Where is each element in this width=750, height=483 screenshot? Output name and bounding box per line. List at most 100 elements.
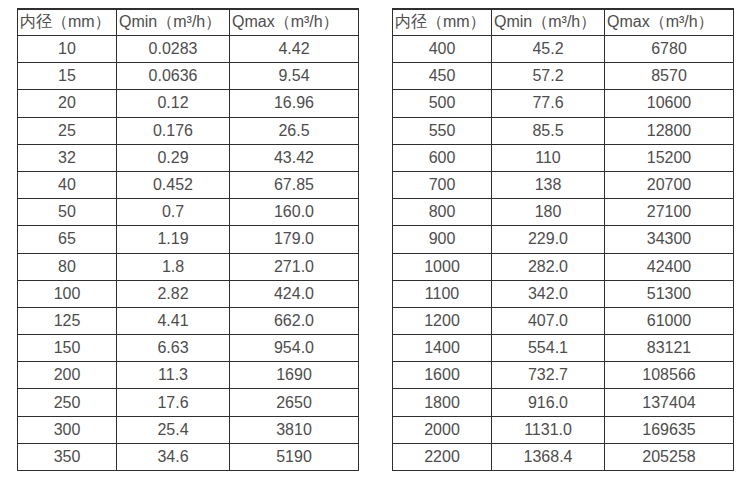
table-row: 1002.82424.0: [18, 280, 359, 307]
table-cell: 10: [18, 36, 117, 63]
table-cell: 20700: [605, 171, 734, 198]
table-row: 50077.610600: [393, 90, 734, 117]
table-cell: 2650: [230, 389, 359, 416]
table-cell: 100: [18, 280, 117, 307]
table-cell: 900: [393, 226, 492, 253]
table-cell: 1000: [393, 253, 492, 280]
table-cell: 27100: [605, 199, 734, 226]
table-cell: 42400: [605, 253, 734, 280]
table-row: 320.2943.42: [18, 144, 359, 171]
table-row: 20001131.0169635: [393, 416, 734, 443]
table-row: 1100342.051300: [393, 280, 734, 307]
table-cell: 32: [18, 144, 117, 171]
table-cell: 20: [18, 90, 117, 117]
table-row: 40045.26780: [393, 36, 734, 63]
table-cell: 916.0: [492, 389, 605, 416]
table-cell: 34.6: [117, 443, 230, 470]
table-cell: 57.2: [492, 63, 605, 90]
table-cell: 300: [18, 416, 117, 443]
table-cell: 1368.4: [492, 443, 605, 470]
table-cell: 50: [18, 199, 117, 226]
table-row: 651.19179.0: [18, 226, 359, 253]
table-cell: 12800: [605, 117, 734, 144]
table-cell: 180: [492, 199, 605, 226]
table-cell: 67.85: [230, 171, 359, 198]
table-row: 80018027100: [393, 199, 734, 226]
table-row: 55085.512800: [393, 117, 734, 144]
table-cell: 5190: [230, 443, 359, 470]
table-cell: 424.0: [230, 280, 359, 307]
table-cell: 51300: [605, 280, 734, 307]
table-cell: 6.63: [117, 335, 230, 362]
table-cell: 25: [18, 117, 117, 144]
table-cell: 169635: [605, 416, 734, 443]
table-row: 250.17626.5: [18, 117, 359, 144]
table-row: 22001368.4205258: [393, 443, 734, 470]
table-cell: 16.96: [230, 90, 359, 117]
table-row: 400.45267.85: [18, 171, 359, 198]
column-header-qmin: Qmin（m³/h）: [117, 9, 230, 36]
header-row: 内径（mm） Qmin（m³/h） Qmax（m³/h）: [393, 9, 734, 36]
table-row: 500.7160.0: [18, 199, 359, 226]
table-cell: 2000: [393, 416, 492, 443]
table-cell: 8570: [605, 63, 734, 90]
table-row: 35034.65190: [18, 443, 359, 470]
table-row: 25017.62650: [18, 389, 359, 416]
table-row: 150.06369.54: [18, 63, 359, 90]
table-row: 1400554.183121: [393, 335, 734, 362]
table-cell: 0.0283: [117, 36, 230, 63]
table-cell: 250: [18, 389, 117, 416]
table-cell: 65: [18, 226, 117, 253]
table-cell: 500: [393, 90, 492, 117]
table-cell: 15: [18, 63, 117, 90]
table-row: 70013820700: [393, 171, 734, 198]
column-header-qmax: Qmax（m³/h）: [230, 9, 359, 36]
table-cell: 25.4: [117, 416, 230, 443]
table-cell: 160.0: [230, 199, 359, 226]
table-cell: 0.0636: [117, 63, 230, 90]
table-cell: 26.5: [230, 117, 359, 144]
table-cell: 45.2: [492, 36, 605, 63]
table-cell: 138: [492, 171, 605, 198]
table-cell: 282.0: [492, 253, 605, 280]
table-cell: 125: [18, 307, 117, 334]
table-row: 20011.31690: [18, 362, 359, 389]
table-cell: 0.12: [117, 90, 230, 117]
table-cell: 43.42: [230, 144, 359, 171]
table-cell: 550: [393, 117, 492, 144]
table-cell: 1200: [393, 307, 492, 334]
table-cell: 350: [18, 443, 117, 470]
table-cell: 0.176: [117, 117, 230, 144]
table-row: 900229.034300: [393, 226, 734, 253]
table-cell: 6780: [605, 36, 734, 63]
table-cell: 4.42: [230, 36, 359, 63]
column-header-diameter: 内径（mm）: [393, 9, 492, 36]
table-row: 30025.43810: [18, 416, 359, 443]
table-cell: 11.3: [117, 362, 230, 389]
table-cell: 732.7: [492, 362, 605, 389]
table-cell: 271.0: [230, 253, 359, 280]
flow-spec-table-large-diameters: 内径（mm） Qmin（m³/h） Qmax（m³/h） 40045.26780…: [392, 8, 734, 471]
table-cell: 1100: [393, 280, 492, 307]
table-cell: 2.82: [117, 280, 230, 307]
table-cell: 34300: [605, 226, 734, 253]
table-cell: 40: [18, 171, 117, 198]
table-cell: 150: [18, 335, 117, 362]
table-row: 60011015200: [393, 144, 734, 171]
table-row: 1506.63954.0: [18, 335, 359, 362]
table-cell: 205258: [605, 443, 734, 470]
table-cell: 1600: [393, 362, 492, 389]
table-row: 1254.41662.0: [18, 307, 359, 334]
table-cell: 61000: [605, 307, 734, 334]
table-cell: 83121: [605, 335, 734, 362]
table-row: 45057.28570: [393, 63, 734, 90]
table-cell: 179.0: [230, 226, 359, 253]
table-cell: 700: [393, 171, 492, 198]
table-row: 100.02834.42: [18, 36, 359, 63]
table-cell: 342.0: [492, 280, 605, 307]
table-cell: 1690: [230, 362, 359, 389]
table-cell: 108566: [605, 362, 734, 389]
header-row: 内径（mm） Qmin（m³/h） Qmax（m³/h）: [18, 9, 359, 36]
table-cell: 17.6: [117, 389, 230, 416]
table-cell: 600: [393, 144, 492, 171]
